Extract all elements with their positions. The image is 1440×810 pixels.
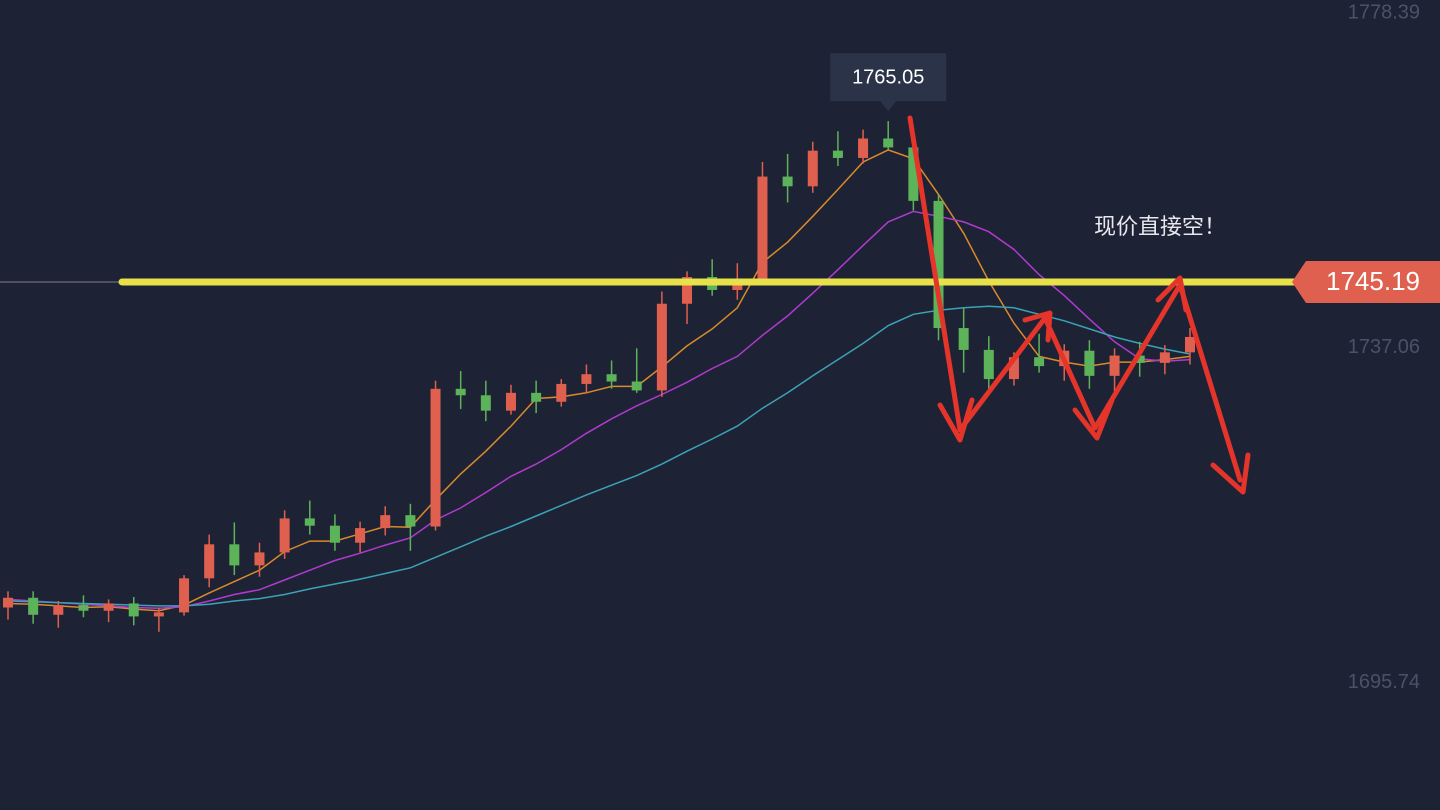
candle-body bbox=[556, 383, 567, 402]
moving-average-line bbox=[7, 305, 1191, 607]
y-tick-label: 1778.39 bbox=[1348, 1, 1420, 23]
arrow-head bbox=[937, 397, 975, 443]
y-tick-label: 1737.06 bbox=[1348, 336, 1420, 358]
arrow-head bbox=[1072, 397, 1115, 441]
candle-body bbox=[1034, 357, 1045, 367]
tooltip-box bbox=[830, 53, 947, 112]
candle-body bbox=[656, 303, 667, 391]
candle-body bbox=[858, 138, 869, 158]
ticks: 1778.39 1737.06 1695.74 bbox=[1348, 1, 1430, 693]
candle-body bbox=[380, 515, 391, 529]
candle-body bbox=[78, 605, 89, 611]
candle-body bbox=[204, 544, 215, 579]
candle-body bbox=[355, 528, 366, 543]
tooltip-label: 1765.05 bbox=[852, 66, 924, 88]
arrow-path bbox=[907, 115, 1243, 483]
candle-body bbox=[908, 147, 919, 201]
candle-body bbox=[606, 374, 617, 382]
candle-body bbox=[505, 392, 516, 411]
candle-body bbox=[28, 597, 39, 615]
moving-average-line bbox=[7, 210, 1191, 610]
arrow-head bbox=[1210, 452, 1251, 495]
candle-body bbox=[153, 612, 164, 617]
moving-averages bbox=[7, 149, 1191, 612]
candle-body bbox=[229, 544, 240, 566]
candle-body bbox=[53, 605, 64, 615]
candle-body bbox=[958, 328, 969, 350]
candle-body bbox=[1008, 357, 1019, 380]
candle-body bbox=[103, 603, 114, 611]
candle-body bbox=[3, 597, 13, 608]
candle-body bbox=[933, 200, 944, 329]
candle-body bbox=[279, 518, 290, 553]
candle-body bbox=[329, 525, 340, 543]
candle-body bbox=[631, 381, 642, 391]
candle-body bbox=[1159, 352, 1170, 363]
tooltip: 1765.05 bbox=[830, 53, 947, 112]
candle-body bbox=[782, 176, 793, 187]
candle-body bbox=[179, 578, 190, 613]
candle-body bbox=[430, 388, 441, 527]
candle-body bbox=[304, 518, 315, 526]
candle-body bbox=[254, 552, 265, 566]
moving-average-line bbox=[7, 149, 1191, 612]
candle-body bbox=[983, 349, 994, 380]
candle-body bbox=[1134, 355, 1145, 363]
arrow-head bbox=[1155, 275, 1189, 313]
candle-body bbox=[807, 150, 818, 187]
candle-body bbox=[682, 277, 693, 304]
candle-body bbox=[1084, 350, 1095, 376]
candle-body bbox=[531, 392, 542, 402]
candle-body bbox=[405, 515, 416, 527]
candle-body bbox=[480, 395, 491, 411]
price-tag-label: 1745.19 bbox=[1326, 266, 1420, 296]
candle-body bbox=[128, 603, 139, 617]
candles bbox=[3, 121, 1195, 632]
candle-body bbox=[581, 374, 592, 384]
candle-body bbox=[883, 138, 894, 148]
candle-body bbox=[832, 150, 843, 158]
candle-body bbox=[757, 176, 768, 280]
arrows bbox=[907, 115, 1251, 495]
candle-body bbox=[1185, 336, 1195, 353]
y-tick-label: 1695.74 bbox=[1348, 671, 1420, 693]
price-line: 1745.19 bbox=[0, 260, 1440, 303]
arrow-head bbox=[1022, 310, 1053, 343]
candle-body bbox=[1109, 355, 1120, 376]
annotation: 现价直接空！ bbox=[1094, 214, 1226, 239]
price-tag bbox=[1292, 260, 1440, 303]
candle-body bbox=[455, 388, 466, 396]
